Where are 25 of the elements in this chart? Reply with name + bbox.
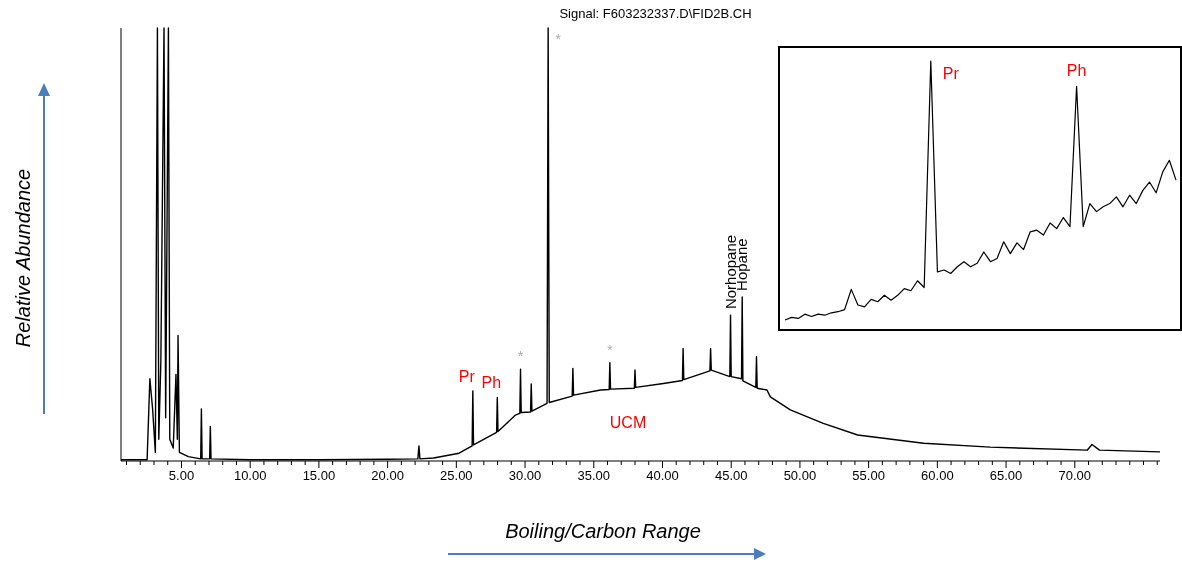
annotation: Ph <box>1066 62 1087 80</box>
x-tick-label: 35.00 <box>577 468 611 483</box>
annotation: Pr <box>942 65 960 82</box>
annotation: * <box>607 341 614 358</box>
x-tick-label: 65.00 <box>989 468 1023 483</box>
x-tick-label: 15.00 <box>302 468 336 483</box>
x-tick-label: 70.00 <box>1058 468 1092 483</box>
chart-title: Signal: F603232337.D\FID2B.CH <box>559 6 752 21</box>
x-tick-label: 40.00 <box>646 468 679 483</box>
annotation: * <box>555 31 562 47</box>
x-tick-label: 10.00 <box>233 468 267 483</box>
x-tick-label: 20.00 <box>371 468 404 483</box>
x-tick-label: 30.00 <box>508 468 542 483</box>
x-tick-label: 55.00 <box>852 468 885 483</box>
x-tick-label: 50.00 <box>783 468 817 483</box>
x-tick-label: 45.00 <box>714 468 748 483</box>
x-tick-label: 25.00 <box>440 468 473 483</box>
annotation: * <box>517 348 524 365</box>
annotation: Pr <box>458 367 476 385</box>
x-tick-label: 5.00 <box>168 468 195 483</box>
x-axis-title: Boiling/Carbon Range <box>505 520 701 542</box>
annotation: UCM <box>609 414 647 431</box>
x-tick-label: 60.00 <box>921 468 954 483</box>
annotation: Ph <box>481 374 502 392</box>
y-axis-title: Relative Abundance <box>12 168 34 348</box>
